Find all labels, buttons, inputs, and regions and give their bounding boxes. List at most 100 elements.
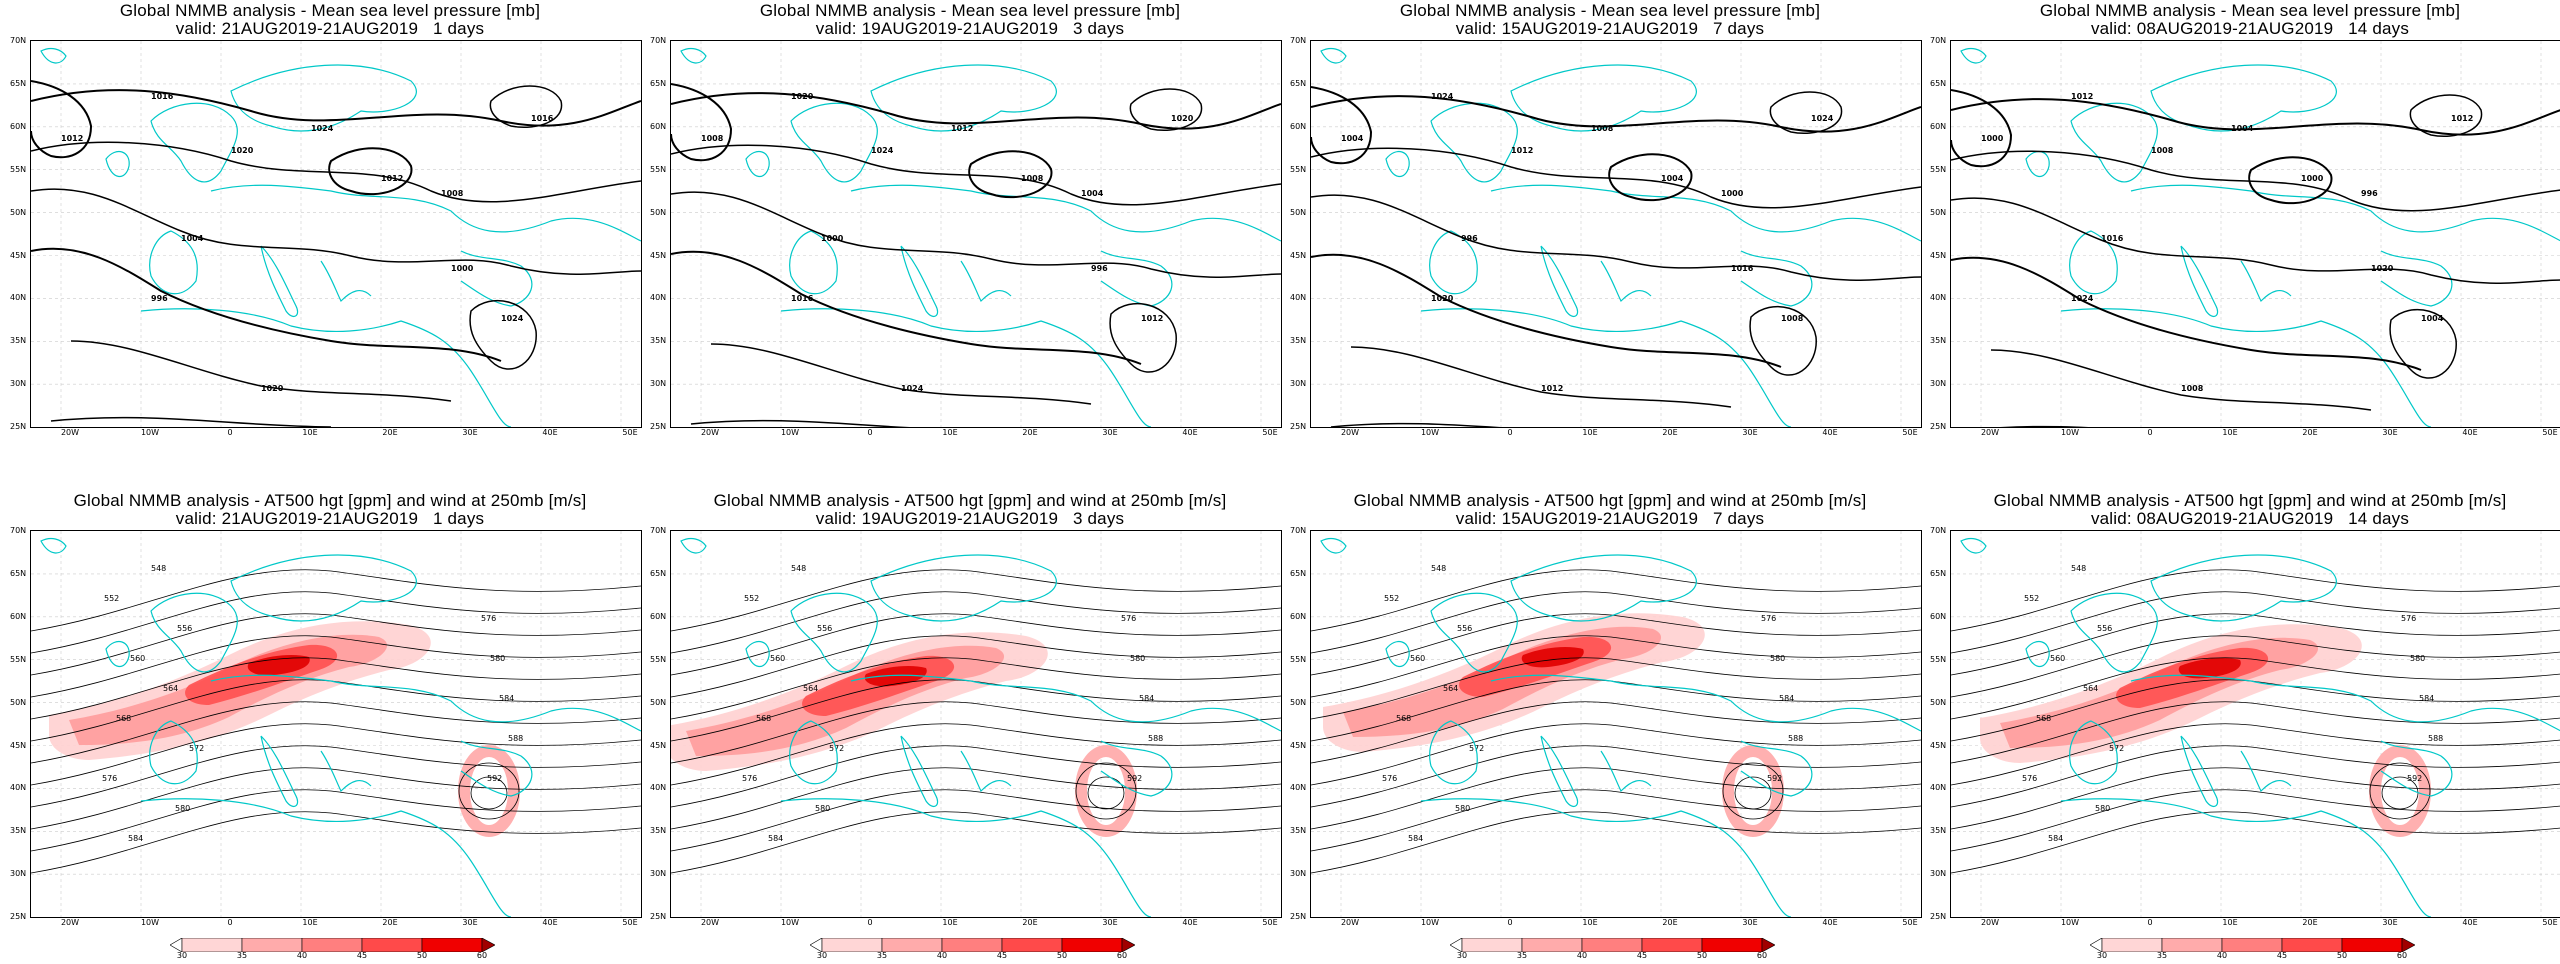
isobar-label: 1004 bbox=[1081, 189, 1104, 198]
jet-wind-shading bbox=[49, 621, 514, 831]
latitude-label: 45N bbox=[650, 251, 666, 260]
longitude-label: 20E bbox=[1662, 918, 1677, 927]
latitude-label: 30N bbox=[650, 379, 666, 388]
longitude-label: 20W bbox=[1341, 428, 1359, 437]
isobar-line bbox=[711, 344, 1091, 404]
colorbar-segment bbox=[422, 938, 482, 952]
map-canvas: 5485525565605645685725765805845765805845… bbox=[1951, 531, 2560, 917]
latitude-label: 35N bbox=[650, 336, 666, 345]
height-label: 576 bbox=[2022, 774, 2037, 783]
longitude-label: 30E bbox=[462, 918, 477, 927]
longitude-label: 20E bbox=[382, 918, 397, 927]
isobar-label: 996 bbox=[1461, 234, 1478, 243]
height-label: 588 bbox=[2428, 734, 2443, 743]
latitude-label: 65N bbox=[1290, 79, 1306, 88]
panel-title-line: Global NMMB analysis - AT500 hgt [gpm] a… bbox=[1300, 492, 1920, 510]
isobar-label: 1020 bbox=[1171, 114, 1194, 123]
graticule bbox=[671, 41, 1281, 427]
isobar-line bbox=[51, 418, 331, 427]
isobar-label: 1000 bbox=[1981, 134, 2004, 143]
colorbar-tick-label: 60 bbox=[477, 951, 487, 960]
longitude-label: 20W bbox=[61, 918, 79, 927]
longitude-label: 0 bbox=[867, 918, 872, 927]
height-label: 576 bbox=[2401, 614, 2416, 623]
height-contour bbox=[1311, 746, 1921, 807]
longitude-label: 30E bbox=[1102, 428, 1117, 437]
latitude-label: 35N bbox=[1290, 826, 1306, 835]
isobar-label: 1004 bbox=[1341, 134, 1364, 143]
map-canvas: 5485525565605645685725765805845765805845… bbox=[671, 531, 1281, 917]
latitude-label: 25N bbox=[650, 422, 666, 431]
latitude-label: 50N bbox=[1930, 208, 1946, 217]
latitude-label: 30N bbox=[1290, 379, 1306, 388]
height-label: 584 bbox=[2419, 694, 2434, 703]
isobar-label: 1020 bbox=[2371, 264, 2394, 273]
colorbar-segment bbox=[822, 938, 882, 952]
colorbar-segment bbox=[1642, 938, 1702, 952]
longitude-label: 50E bbox=[1262, 918, 1277, 927]
height-label: 568 bbox=[756, 714, 771, 723]
map-canvas: 5485525565605645685725765805845765805845… bbox=[1311, 531, 1921, 917]
height-label: 552 bbox=[744, 594, 759, 603]
colorbar-segment bbox=[242, 938, 302, 952]
latitude-label: 60N bbox=[10, 612, 26, 621]
height-label: 588 bbox=[1788, 734, 1803, 743]
colorbar-tick-label: 45 bbox=[997, 951, 1007, 960]
colorbar-tick-label: 45 bbox=[357, 951, 367, 960]
height-label: 592 bbox=[1767, 774, 1782, 783]
height-contour bbox=[1951, 790, 2560, 851]
map-panel-z500-7d: Global NMMB analysis - AT500 hgt [gpm] a… bbox=[1300, 490, 1920, 950]
jet-wind-shading bbox=[671, 632, 1131, 831]
height-contour bbox=[671, 790, 1281, 851]
longitude-label: 40E bbox=[542, 428, 557, 437]
map-panel-mslp-14d: Global NMMB analysis - Mean sea level pr… bbox=[1940, 0, 2560, 460]
panel-title: Global NMMB analysis - AT500 hgt [gpm] a… bbox=[20, 492, 640, 528]
height-label: 560 bbox=[2050, 654, 2065, 663]
isobar-label: 1012 bbox=[2451, 114, 2473, 123]
latitude-label: 55N bbox=[1290, 655, 1306, 664]
cutoff-low-contour bbox=[1735, 777, 1771, 809]
latitude-label: 60N bbox=[1930, 122, 1946, 131]
isobar-label: 1000 bbox=[1721, 189, 1744, 198]
isobar-label: 1000 bbox=[821, 234, 844, 243]
colorbar-segment bbox=[1522, 938, 1582, 952]
longitude-label: 50E bbox=[1902, 428, 1917, 437]
colorbar-segment bbox=[1062, 938, 1122, 952]
longitude-label: 20W bbox=[701, 918, 719, 927]
colorbar-tick-label: 60 bbox=[1117, 951, 1127, 960]
map-canvas: 1012100810041000996101610201024101210081… bbox=[1951, 41, 2560, 427]
isobar-line bbox=[1311, 255, 1781, 367]
height-contour bbox=[1951, 570, 2560, 631]
map-panel-z500-14d: Global NMMB analysis - AT500 hgt [gpm] a… bbox=[1940, 490, 2560, 950]
isobar-label: 1008 bbox=[1781, 314, 1804, 323]
longitude-label: 20E bbox=[1662, 428, 1677, 437]
longitude-label: 50E bbox=[1262, 428, 1277, 437]
isobar-line bbox=[31, 189, 641, 274]
colorbar-segment bbox=[2342, 938, 2402, 952]
longitude-label: 10W bbox=[1421, 918, 1439, 927]
panel-title-line: Global NMMB analysis - AT500 hgt [gpm] a… bbox=[20, 492, 640, 510]
latitude-label: 25N bbox=[1290, 422, 1306, 431]
latitude-label: 50N bbox=[650, 698, 666, 707]
colorbar-segment bbox=[1702, 938, 1762, 952]
longitude-label: 40E bbox=[1182, 918, 1197, 927]
longitude-label: 10W bbox=[781, 918, 799, 927]
latitude-label: 55N bbox=[1290, 165, 1306, 174]
height-contour bbox=[31, 768, 641, 829]
latitude-label: 60N bbox=[650, 612, 666, 621]
height-contour bbox=[671, 570, 1281, 631]
isobar-label: 1020 bbox=[261, 384, 284, 393]
longitude-label: 10W bbox=[781, 428, 799, 437]
latitude-label: 55N bbox=[650, 165, 666, 174]
latitude-label: 35N bbox=[650, 826, 666, 835]
height-label: 576 bbox=[102, 774, 117, 783]
height-label: 568 bbox=[2036, 714, 2051, 723]
longitude-label: 10E bbox=[1582, 918, 1597, 927]
isobar-label: 1012 bbox=[1541, 384, 1563, 393]
latitude-label: 35N bbox=[10, 336, 26, 345]
isobar-label: 996 bbox=[2361, 189, 2378, 198]
